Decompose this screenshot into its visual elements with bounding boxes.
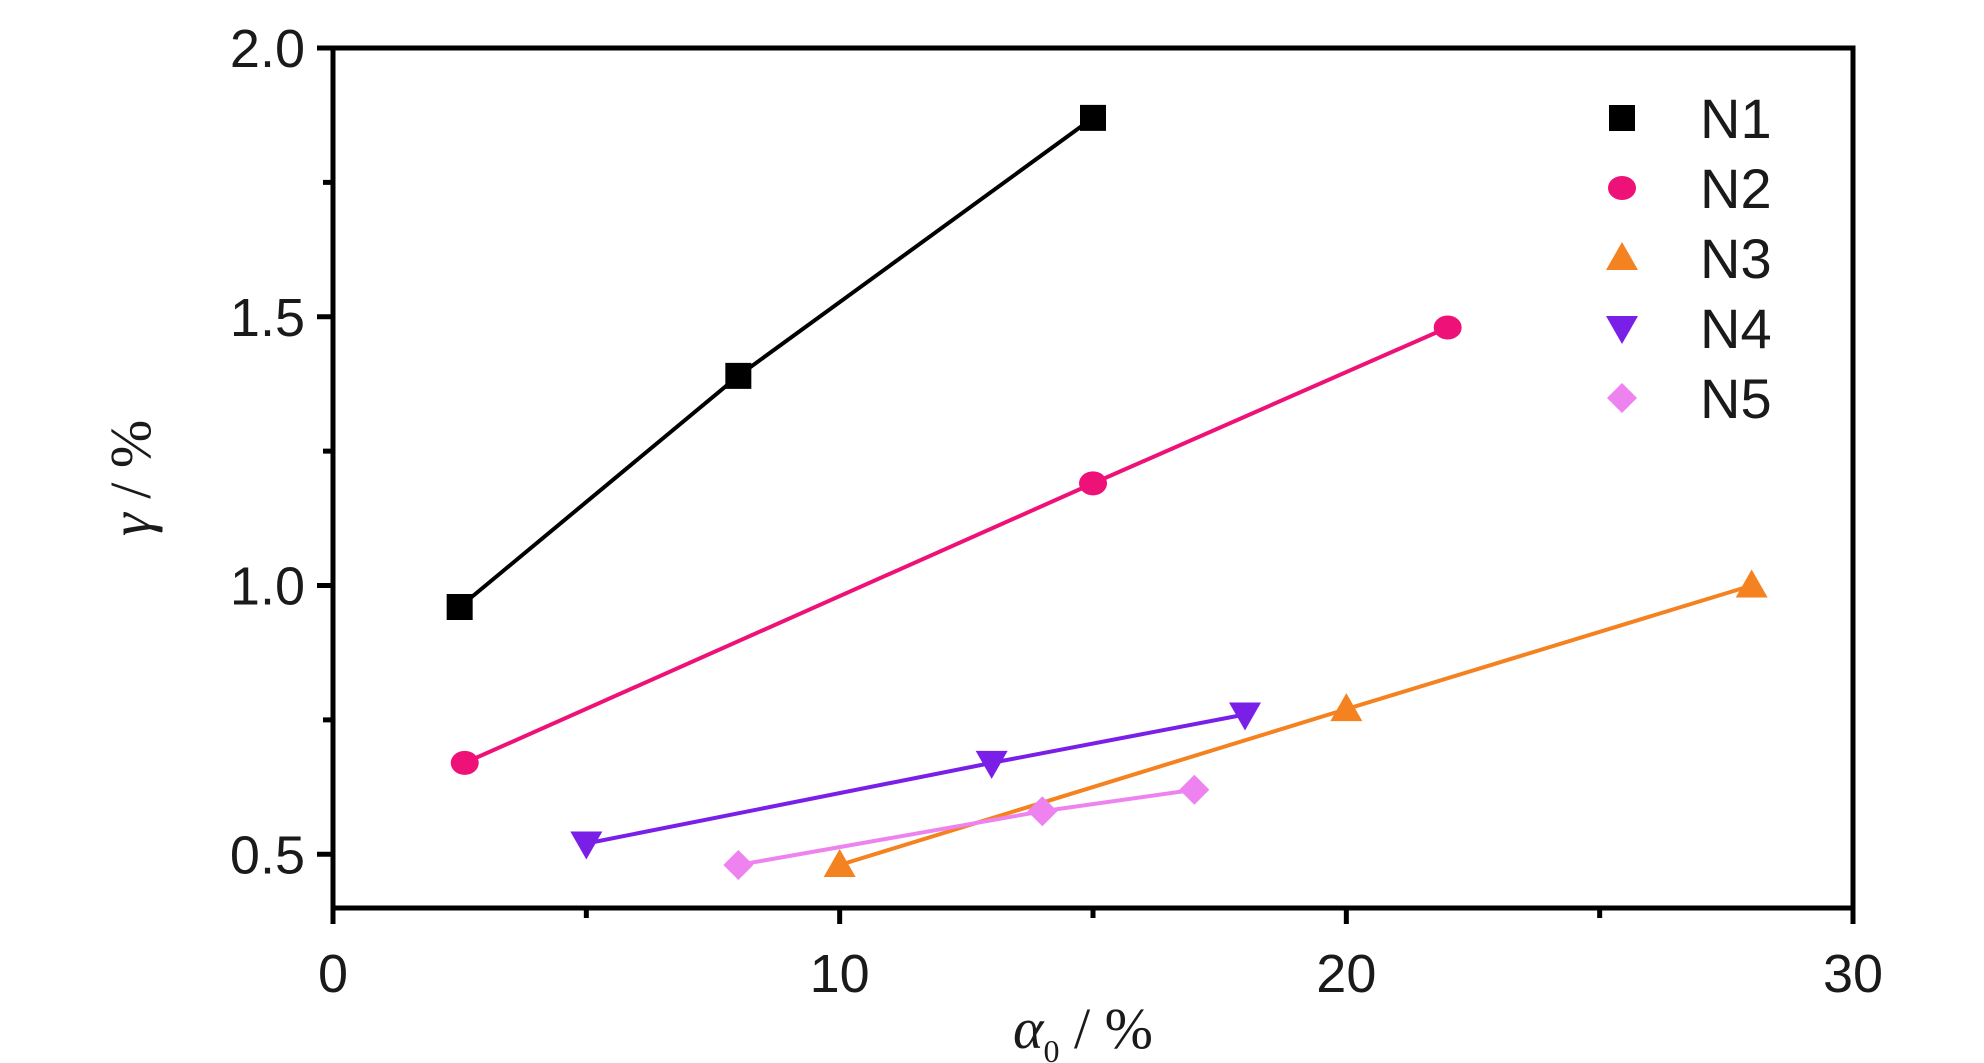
series-line-n2 — [463, 325, 1449, 765]
legend-item-n3: N3 — [1606, 227, 1772, 290]
x-axis-unit: / % — [1060, 996, 1153, 1061]
data-point-n1 — [446, 594, 473, 620]
y-tick-label: 2.0 — [230, 19, 305, 79]
legend-marker-n1 — [1609, 105, 1635, 131]
x-tick-label: 0 — [318, 944, 348, 1004]
data-point-n2 — [450, 750, 479, 775]
legend-label-n2: N2 — [1700, 157, 1772, 220]
legend-item-n2: N2 — [1608, 157, 1772, 220]
x-tick-label: 30 — [1823, 944, 1883, 1004]
series-line-n4 — [585, 712, 1246, 846]
legend-label-n3: N3 — [1700, 227, 1772, 290]
series-n4 — [570, 702, 1261, 860]
series-n1 — [446, 104, 1106, 620]
x-axis-title: α0 / % — [1013, 996, 1153, 1063]
data-point-n5 — [1027, 796, 1058, 827]
legend-marker-n2 — [1608, 176, 1636, 200]
x-axis-subscript: 0 — [1044, 1033, 1060, 1063]
x-tick-label: 10 — [810, 944, 870, 1004]
legend-marker-n4 — [1606, 316, 1638, 344]
series — [446, 104, 1768, 880]
x-tick-label: 20 — [1316, 944, 1376, 1004]
data-point-n4 — [570, 831, 603, 860]
legend-label-n4: N4 — [1700, 297, 1772, 360]
y-axis-symbol: γ — [98, 511, 163, 536]
series-line-n1 — [458, 116, 1095, 609]
y-axis-unit: / % — [98, 420, 163, 513]
axis-ticks: 0 10 20 30 0.5 1.0 1.5 2.0 — [230, 19, 1883, 1004]
legend-item-n1: N1 — [1609, 87, 1772, 150]
y-tick-label: 0.5 — [230, 825, 305, 885]
y-axis-title: γ / % — [98, 420, 163, 536]
data-point-n5 — [723, 850, 754, 880]
data-point-n3 — [1330, 693, 1363, 722]
y-tick-label: 1.0 — [230, 557, 305, 617]
legend-label-n1: N1 — [1700, 87, 1772, 150]
series-n3 — [823, 569, 1768, 877]
series-n5 — [723, 774, 1210, 880]
legend: N1 N2 N3 N4 N5 — [1606, 87, 1772, 430]
data-point-n2 — [1433, 315, 1462, 340]
legend-marker-n5 — [1607, 383, 1637, 413]
data-point-n4 — [1229, 702, 1261, 731]
data-point-n2 — [1079, 471, 1107, 496]
x-axis-symbol: α — [1013, 996, 1045, 1061]
legend-marker-n3 — [1606, 242, 1638, 270]
data-point-n3 — [1735, 569, 1768, 598]
data-point-n1 — [1080, 104, 1106, 131]
legend-item-n4: N4 — [1606, 297, 1772, 360]
legend-label-n5: N5 — [1700, 367, 1772, 430]
data-point-n1 — [725, 362, 752, 389]
legend-item-n5: N5 — [1607, 367, 1772, 430]
data-point-n3 — [823, 849, 856, 877]
y-tick-label: 1.5 — [230, 288, 305, 348]
series-n2 — [450, 315, 1462, 775]
data-point-n5 — [1179, 774, 1210, 805]
data-point-n4 — [975, 750, 1008, 779]
